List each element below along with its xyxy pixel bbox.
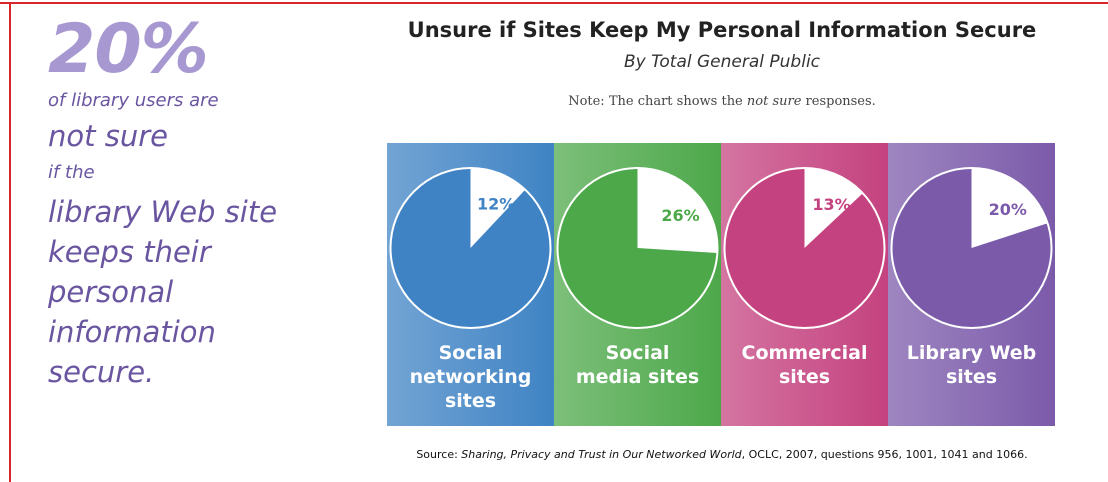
pie-slice <box>804 168 863 248</box>
callout: 20% of library users are not sure if the… <box>48 14 368 392</box>
frame <box>0 2 1108 4</box>
pie-chart: 20% <box>890 167 1053 329</box>
category-label: Library Web sites <box>906 342 1037 388</box>
callout-line: not sure <box>48 119 168 153</box>
callout-line: information <box>48 315 216 349</box>
callout-line: of library users are <box>48 90 219 111</box>
value-label: 13% <box>812 195 850 214</box>
category-label: Commercial sites <box>741 342 868 388</box>
value-label: 26% <box>661 206 699 225</box>
note-text: responses. <box>801 94 876 109</box>
callout-line: secure. <box>48 355 155 389</box>
source-text: Sharing, Privacy and Trust in Our Networ… <box>461 448 742 461</box>
source-text: Source: <box>416 448 462 461</box>
note: Note: The chart shows the not sure respo… <box>387 94 1057 109</box>
frame <box>9 2 11 482</box>
panel: 13% Commercial sites <box>721 143 888 426</box>
panel: 12% Social networking sites <box>387 143 554 426</box>
chart-title: Unsure if Sites Keep My Personal Informa… <box>407 18 1037 42</box>
pie-chart: 13% <box>723 167 886 329</box>
callout-line: if the <box>48 162 95 183</box>
note-text: Note: The chart shows the <box>568 94 747 109</box>
stat: 20% <box>48 10 209 89</box>
note-text: not sure <box>746 94 802 109</box>
pie-slice <box>470 168 526 248</box>
source: Source: Sharing, Privacy and Trust in Ou… <box>387 448 1057 461</box>
panel: 20% Library Web sites <box>888 143 1055 426</box>
pie-slice <box>971 168 1048 248</box>
category-label: Social media sites <box>575 342 700 388</box>
value-label: 20% <box>989 200 1027 219</box>
panels: 12% Social networking sites 26% Social medi… <box>387 143 1055 426</box>
panel: 26% Social media sites <box>554 143 721 426</box>
pie-chart: 12% <box>389 167 552 329</box>
source-text: , OCLC, 2007, questions 956, 1001, 1041 … <box>741 448 1028 461</box>
pie-chart: 26% <box>556 167 719 329</box>
callout-line: keeps their <box>48 235 211 269</box>
pie-slice <box>637 168 718 254</box>
chart-subtitle: By Total General Public <box>623 52 821 72</box>
category-label: Social networking sites <box>409 342 532 412</box>
value-label: 12% <box>477 194 515 213</box>
callout-line: library Web site <box>48 195 278 229</box>
callout-line: personal <box>48 275 174 309</box>
